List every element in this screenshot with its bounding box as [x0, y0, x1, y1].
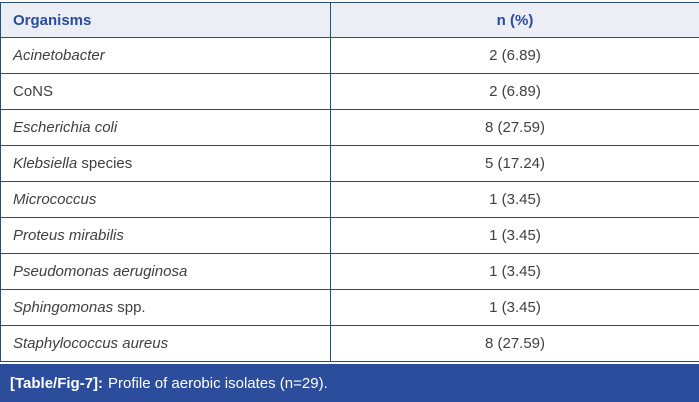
organism-cell: Acinetobacter [0, 37, 331, 74]
organism-name-italic: Pseudomonas aeruginosa [13, 263, 188, 280]
organism-cell: CoNS [0, 73, 331, 110]
caption-text: Profile of aerobic isolates (n=29). [108, 374, 328, 392]
table-row: Acinetobacter 2 (6.89) [0, 37, 699, 74]
n-percent-cell: 2 (6.89) [330, 73, 699, 110]
table-row: Staphylococcus aureus 8 (27.59) [0, 325, 699, 362]
table-row: Klebsiella species 5 (17.24) [0, 145, 699, 182]
organism-name-italic: Micrococcus [13, 191, 97, 208]
n-percent-cell: 1 (3.45) [330, 289, 699, 326]
n-percent-cell: 8 (27.59) [330, 325, 699, 362]
table-row: Sphingomonas spp. 1 (3.45) [0, 289, 699, 326]
organism-name-italic: Proteus mirabilis [13, 227, 124, 244]
column-header-n-percent: n (%) [330, 2, 699, 38]
organism-name-italic: Klebsiella [13, 155, 78, 172]
organism-cell: Sphingomonas spp. [0, 289, 331, 326]
table-caption: [Table/Fig-7]: Profile of aerobic isolat… [0, 364, 699, 402]
table-row: Proteus mirabilis 1 (3.45) [0, 217, 699, 254]
organism-cell: Klebsiella species [0, 145, 331, 182]
organism-cell: Staphylococcus aureus [0, 325, 331, 362]
n-percent-cell: 1 (3.45) [330, 253, 699, 290]
n-percent-cell: 1 (3.45) [330, 217, 699, 254]
column-header-organisms: Organisms [0, 2, 331, 38]
organism-cell: Pseudomonas aeruginosa [0, 253, 331, 290]
caption-label: [Table/Fig-7]: [10, 374, 104, 392]
table-row: Pseudomonas aeruginosa 1 (3.45) [0, 253, 699, 290]
organism-name-italic: Staphylococcus aureus [13, 335, 169, 352]
table-row: CoNS 2 (6.89) [0, 73, 699, 110]
organism-name-italic: Sphingomonas [13, 299, 114, 316]
organism-cell: Proteus mirabilis [0, 217, 331, 254]
table-header-row: Organisms n (%) [0, 2, 699, 38]
organism-name-regular: species [77, 155, 133, 172]
n-percent-cell: 8 (27.59) [330, 109, 699, 146]
table-row: Micrococcus 1 (3.45) [0, 181, 699, 218]
organism-name-regular: CoNS [13, 83, 54, 100]
organism-name-italic: Escherichia coli [13, 119, 118, 136]
table-row: Escherichia coli 8 (27.59) [0, 109, 699, 146]
n-percent-cell: 2 (6.89) [330, 37, 699, 74]
organism-name-italic: Acinetobacter [13, 47, 105, 64]
organism-cell: Micrococcus [0, 181, 331, 218]
n-percent-cell: 5 (17.24) [330, 145, 699, 182]
organism-name-regular: spp. [113, 299, 146, 316]
organism-cell: Escherichia coli [0, 109, 331, 146]
n-percent-cell: 1 (3.45) [330, 181, 699, 218]
organisms-table: Organisms n (%) Acinetobacter 2 (6.89) C… [0, 2, 699, 362]
